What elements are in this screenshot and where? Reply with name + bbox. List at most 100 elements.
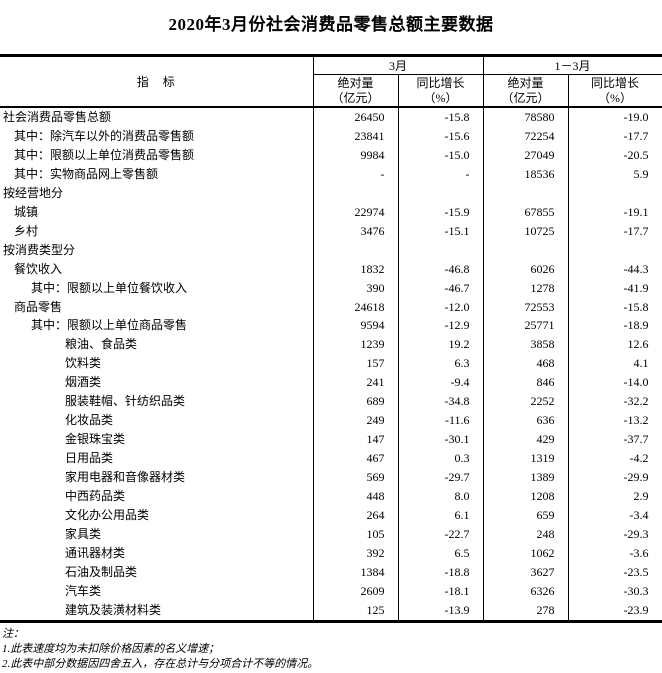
value-cell: 6326: [482, 581, 569, 601]
indicator-cell: 城镇: [14, 204, 39, 219]
value-cell: [567, 183, 662, 203]
header-line1: 同比增长: [416, 76, 465, 90]
table-row: 文化办公用品类 264 6.1 659 -3.4: [0, 506, 662, 525]
value-cell: 67855: [482, 202, 569, 222]
value-cell: 468: [482, 354, 569, 374]
value-cell: 9984: [312, 145, 398, 165]
value-cell: 1832: [312, 259, 398, 279]
indicator-cell: 家用电器和音像器材类: [65, 470, 186, 485]
value-cell: -13.2: [567, 411, 662, 431]
value-cell: -17.7: [567, 126, 662, 146]
value-cell: 3476: [312, 221, 398, 241]
indicator-cell: 其中：限额以上单位商品零售: [31, 318, 188, 333]
value-cell: -18.9: [567, 316, 662, 336]
header-march-absolute: 绝对量 （亿元）: [312, 74, 398, 108]
value-cell: -32.2: [567, 392, 662, 412]
value-cell: [312, 240, 398, 260]
value-cell: 6.3: [397, 354, 484, 374]
value-cell: 2609: [312, 581, 398, 601]
value-cell: 1062: [482, 543, 569, 563]
value-cell: -15.1: [397, 221, 484, 241]
value-cell: 19.2: [397, 335, 484, 355]
indicator-cell: 餐饮收入: [14, 261, 63, 276]
value-cell: 6.5: [397, 543, 484, 563]
value-cell: -14.0: [567, 373, 662, 393]
value-cell: 24618: [312, 297, 398, 317]
header-jan-mar-yoy: 同比增长 （%）: [567, 74, 662, 108]
value-cell: 1239: [312, 335, 398, 355]
value-cell: 125: [312, 600, 398, 622]
value-cell: -19.1: [567, 202, 662, 222]
value-cell: -: [312, 164, 398, 184]
table-row: 其中：实物商品网上零售额 - -18536 5.9: [0, 164, 662, 184]
value-cell: 1384: [312, 562, 398, 582]
indicator-cell: 化妆品类: [65, 413, 114, 428]
value-cell: 241: [312, 373, 398, 393]
value-cell: -46.8: [397, 259, 484, 279]
table-row: 餐饮收入 1832 -46.8 6026 -44.3: [0, 259, 662, 279]
value-cell: 9594: [312, 316, 398, 336]
table-row: 乡村 3476 -15.1 10725 -17.7: [0, 221, 662, 241]
value-cell: 569: [312, 468, 398, 488]
value-cell: 659: [482, 506, 569, 525]
value-cell: 1389: [482, 468, 569, 488]
header-line2: （%）: [423, 91, 458, 105]
value-cell: -46.7: [397, 278, 484, 298]
header-line1: 绝对量: [337, 76, 374, 90]
indicator-cell: 社会消费品零售总额: [3, 110, 112, 124]
value-cell: 3858: [482, 335, 569, 355]
indicator-cell: 通讯器材类: [65, 545, 126, 560]
table-row: 日用品类 467 0.3 1319 -4.2: [0, 449, 662, 469]
table-row: 建筑及装潢材料类 125 -13.9 278 -23.9: [0, 600, 662, 622]
header-indicator: 指 标: [0, 55, 313, 108]
value-cell: 147: [312, 430, 398, 450]
table-row: 化妆品类 249 -11.6 636 -13.2: [0, 411, 662, 431]
value-cell: 6026: [482, 259, 569, 279]
table-row: 按经营地分: [0, 183, 662, 203]
footnotes: 注： 1.此表速度均为未扣除价格因素的名义增速； 2.此表中部分数据因四舍五入，…: [0, 623, 662, 672]
value-cell: 846: [482, 373, 569, 393]
value-cell: -15.8: [397, 107, 484, 127]
table-row: 通讯器材类 392 6.5 1062 -3.6: [0, 543, 662, 563]
table-row: 家用电器和音像器材类 569 -29.7 1389 -29.9: [0, 468, 662, 488]
value-cell: 4.1: [567, 354, 662, 374]
indicator-cell: 建筑及装潢材料类: [65, 602, 162, 617]
header-group-jan-mar: 1－3月: [482, 55, 662, 75]
value-cell: 8.0: [397, 487, 484, 507]
value-cell: 248: [482, 524, 569, 544]
table-body: 社会消费品零售总额 26450 -15.8 78580 -19.0 其中：除汽车以外的消费…: [0, 107, 662, 622]
table-row: 按消费类型分: [0, 240, 662, 260]
value-cell: [397, 240, 484, 260]
value-cell: -3.6: [567, 543, 662, 563]
table-row: 中西药品类 448 8.0 1208 2.9: [0, 487, 662, 507]
indicator-cell: 饮料类: [65, 356, 102, 371]
value-cell: 10725: [482, 221, 569, 241]
value-cell: 429: [482, 430, 569, 450]
value-cell: -41.9: [567, 278, 662, 298]
footnote-item: 1.此表速度均为未扣除价格因素的名义增速；: [2, 642, 220, 655]
value-cell: 78580: [482, 107, 569, 127]
value-cell: -11.6: [397, 411, 484, 431]
value-cell: 636: [482, 411, 569, 431]
value-cell: 23841: [312, 126, 398, 146]
value-cell: -12.9: [397, 316, 484, 336]
value-cell: -18.8: [397, 562, 484, 582]
table-row: 汽车类 2609 -18.1 6326 -30.3: [0, 581, 662, 601]
table-row: 饮料类 157 6.3 468 4.1: [0, 354, 662, 374]
indicator-cell: 按消费类型分: [3, 242, 76, 257]
value-cell: 105: [312, 524, 398, 544]
indicator-cell: 汽车类: [65, 583, 102, 598]
value-cell: -15.9: [397, 202, 484, 222]
value-cell: 0.3: [397, 449, 484, 469]
value-cell: -34.8: [397, 392, 484, 412]
value-cell: 1278: [482, 278, 569, 298]
value-cell: 18536: [482, 164, 569, 184]
header-line1: 绝对量: [507, 76, 544, 90]
value-cell: 1319: [482, 449, 569, 469]
value-cell: 22974: [312, 202, 398, 222]
table-row: 社会消费品零售总额 26450 -15.8 78580 -19.0: [0, 107, 662, 127]
value-cell: 264: [312, 506, 398, 525]
value-cell: 157: [312, 354, 398, 374]
value-cell: -15.6: [397, 126, 484, 146]
